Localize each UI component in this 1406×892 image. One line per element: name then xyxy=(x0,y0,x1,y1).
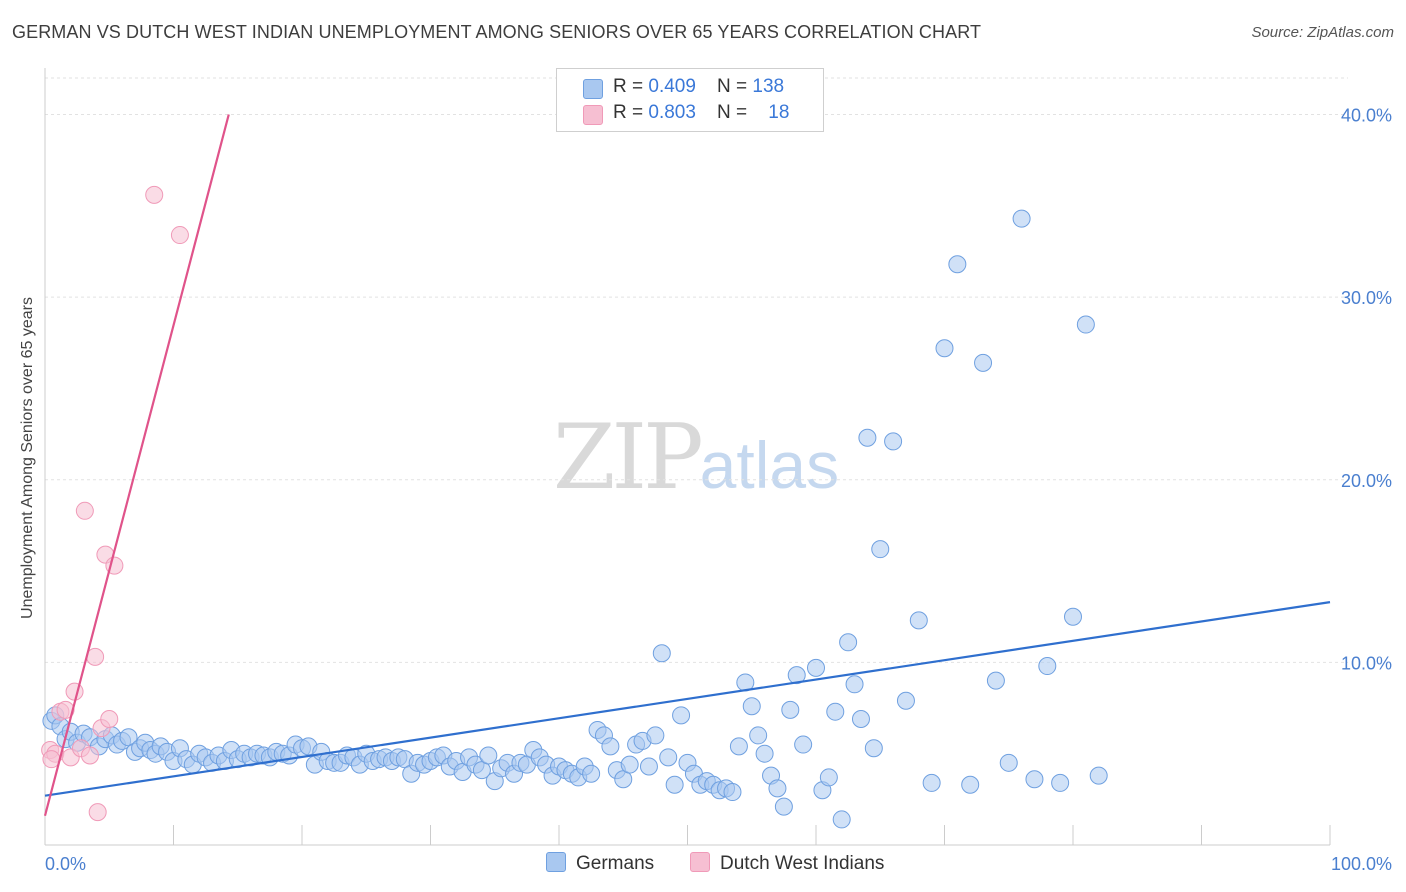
legend-r-label: R = xyxy=(613,76,649,97)
legend-r-label: R = xyxy=(613,102,649,123)
germans-point xyxy=(851,709,870,728)
chart-title: GERMAN VS DUTCH WEST INDIAN UNEMPLOYMENT… xyxy=(12,22,982,42)
germans-point xyxy=(909,611,928,630)
legend-r-value: 0.803 xyxy=(648,102,696,123)
germans-point xyxy=(601,737,620,756)
legend-r-value: 0.409 xyxy=(648,76,696,97)
germans-point xyxy=(1012,209,1031,228)
germans-point xyxy=(858,428,877,447)
germans-point xyxy=(845,675,864,694)
germans-point xyxy=(652,644,671,663)
x-tick-label: 0.0% xyxy=(45,854,86,874)
legend-swatch-dutch-west-indians xyxy=(583,105,603,125)
germans-trend-line xyxy=(44,601,1331,797)
germans-point xyxy=(742,697,761,716)
x-tick-label: 100.0% xyxy=(1331,854,1392,874)
bottom-legend-dutch-west-indians: Dutch West Indians xyxy=(690,852,884,875)
germans-point xyxy=(832,810,851,829)
germans-point xyxy=(723,783,742,802)
source-label: Source: ZipAtlas.com xyxy=(1251,24,1394,41)
legend-n-label: N = xyxy=(717,102,753,123)
germans-point xyxy=(819,768,838,787)
germans-point xyxy=(807,658,825,677)
germans-point xyxy=(948,255,967,274)
dutch-west-indians-point xyxy=(145,185,164,204)
germans-point xyxy=(1076,315,1095,334)
dutch-west-indians-point xyxy=(65,682,84,701)
correlation-legend: R = 0.409 N = 138 R = 0.803 N = 18 xyxy=(556,68,824,132)
y-tick-label: 40.0% xyxy=(1341,106,1392,126)
germans-point xyxy=(620,755,639,774)
dutch-west-indians-point xyxy=(88,803,107,822)
germans-point xyxy=(749,726,768,745)
germans-point xyxy=(659,748,678,767)
germans-point xyxy=(839,633,858,652)
dutch-west-indians-point xyxy=(80,746,99,765)
germans-point xyxy=(646,726,665,745)
germans-point xyxy=(582,764,601,783)
germans-point xyxy=(974,353,993,372)
germans-point xyxy=(639,757,658,776)
germans-point xyxy=(961,775,980,794)
bottom-legend-swatch-germans xyxy=(546,852,566,872)
germans-point xyxy=(1051,773,1070,792)
germans-point xyxy=(672,706,691,725)
legend-n-value: 138 xyxy=(752,76,785,97)
legend-swatch-germans xyxy=(583,79,603,99)
dutch-west-indians-point xyxy=(56,700,75,719)
germans-point xyxy=(768,779,787,798)
y-tick-label: 20.0% xyxy=(1341,471,1392,491)
germans-point xyxy=(1089,766,1108,785)
germans-point xyxy=(826,702,845,721)
germans-point xyxy=(781,700,800,719)
y-tick-label: 30.0% xyxy=(1341,288,1392,308)
y-axis-title: Unemployment Among Seniors over 65 years xyxy=(19,297,36,619)
legend-n-value: 18 xyxy=(768,102,790,123)
bottom-legend-label-dutch-west-indians: Dutch West Indians xyxy=(720,853,885,874)
germans-point xyxy=(794,735,813,754)
germans-point xyxy=(896,691,915,710)
dutch-west-indians-point xyxy=(100,709,119,728)
germans-point xyxy=(787,666,806,685)
bottom-legend-label-germans: Germans xyxy=(576,853,655,874)
y-tick-label: 10.0% xyxy=(1341,653,1392,673)
germans-point xyxy=(479,746,498,765)
germans-point xyxy=(1064,607,1082,626)
germans-point xyxy=(935,339,954,358)
bottom-legend-germans: Germans xyxy=(546,852,654,875)
dutch-west-indians-point xyxy=(170,226,189,245)
legend-n-label: N = xyxy=(717,76,753,97)
germans-point xyxy=(665,775,684,794)
germans-point xyxy=(871,540,890,559)
germans-point xyxy=(755,744,774,763)
germans-point xyxy=(999,753,1018,772)
germans-point xyxy=(774,797,793,816)
germans-point xyxy=(729,737,748,756)
dutch-west-indians-trend-line xyxy=(43,114,230,817)
germans-point xyxy=(1038,657,1057,676)
germans-point xyxy=(986,671,1005,690)
germans-point xyxy=(922,773,941,792)
dutch-west-indians-point xyxy=(75,501,94,520)
germans-point xyxy=(864,739,883,758)
germans-point xyxy=(1025,770,1044,789)
germans-point xyxy=(884,432,903,451)
bottom-legend-swatch-dutch-west-indians xyxy=(690,852,710,872)
